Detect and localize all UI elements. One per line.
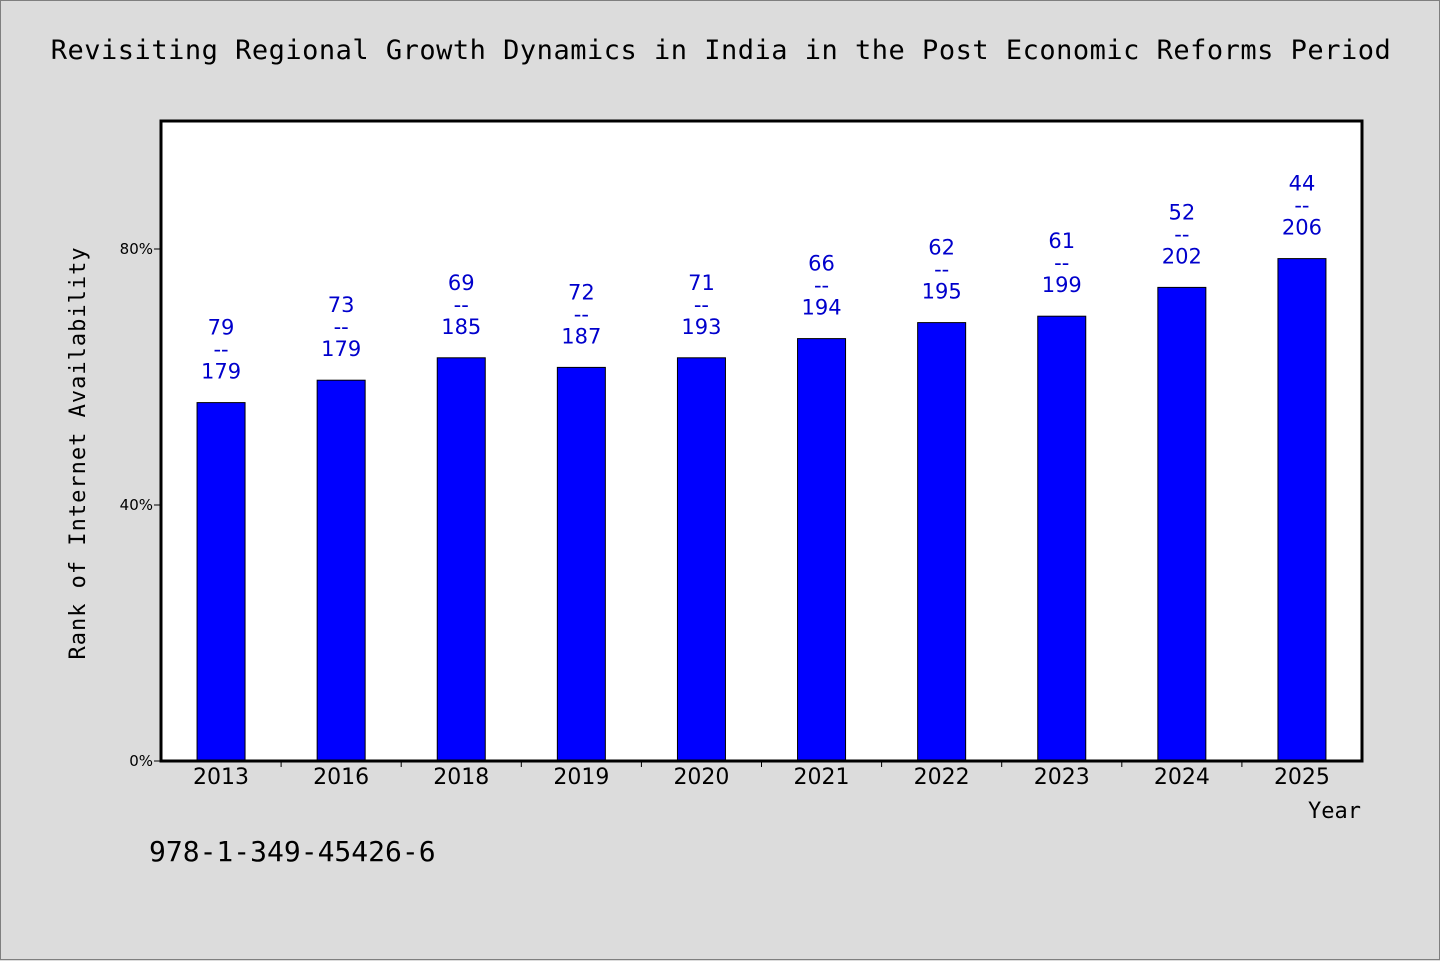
data-label-separator: -- (574, 302, 589, 326)
x-tick-label: 2022 (914, 765, 970, 790)
bar (196, 402, 246, 762)
x-tick-label: 2019 (553, 765, 609, 790)
bar (436, 357, 486, 762)
data-label: 61 (1048, 229, 1075, 253)
x-tick-label: 2018 (433, 765, 489, 790)
y-tick-label: 80% (120, 240, 153, 258)
data-label: 52 (1168, 200, 1195, 224)
x-tick-label: 2013 (193, 765, 249, 790)
bars-layer (196, 258, 1327, 762)
data-label: 73 (328, 293, 355, 317)
bar (917, 322, 967, 762)
x-tick-label: 2016 (313, 765, 369, 790)
data-label-separator: -- (1174, 222, 1189, 246)
x-tick-label: 2023 (1034, 765, 1090, 790)
data-label: 185 (441, 315, 481, 339)
y-tick-label: 0% (129, 752, 153, 770)
x-tick-label: 2020 (673, 765, 729, 790)
data-label: 66 (808, 252, 835, 276)
data-label-separator: -- (1294, 194, 1309, 218)
isbn-label: 978-1-349-45426-6 (149, 835, 436, 868)
data-label: 62 (928, 236, 955, 260)
bar (1037, 315, 1087, 762)
bar (676, 357, 726, 762)
data-label: 193 (681, 315, 721, 339)
annotations-layer: 79--17973--17969--18572--18771--19366--1… (201, 172, 1322, 384)
data-label: 179 (321, 337, 361, 361)
y-tick-label: 40% (120, 496, 153, 514)
y-axis: 0% 40% 80% (120, 240, 161, 770)
data-label: 69 (448, 271, 475, 295)
data-label-separator: -- (1054, 251, 1069, 275)
data-label: 194 (802, 296, 842, 320)
x-axis: 2013 2016 2018 2019 2020 2021 2022 2023 2024 2025 (193, 761, 1330, 790)
data-label-separator: -- (694, 293, 709, 317)
bar (797, 338, 847, 762)
data-label: 195 (922, 280, 962, 304)
chart-title: Revisiting Regional Growth Dynamics in I… (50, 35, 1392, 66)
data-label: 71 (688, 271, 715, 295)
bar (1277, 258, 1327, 762)
data-label: 179 (201, 360, 241, 384)
data-label: 187 (561, 324, 601, 348)
y-axis-label: Rank of Internet Availability (66, 246, 91, 659)
data-label: 79 (208, 316, 235, 340)
data-label-separator: -- (334, 315, 349, 339)
data-label: 206 (1282, 216, 1322, 240)
x-tick-label: 2021 (794, 765, 850, 790)
data-label-separator: -- (213, 338, 228, 362)
data-label: 202 (1162, 244, 1202, 268)
bar (556, 366, 606, 762)
data-label: 199 (1042, 273, 1082, 297)
bar (1157, 286, 1207, 762)
data-label: 44 (1289, 172, 1316, 196)
x-axis-label: Year (1308, 799, 1361, 824)
x-tick-label: 2025 (1274, 765, 1330, 790)
data-label-separator: -- (814, 274, 829, 298)
data-label: 72 (568, 280, 595, 304)
bar (316, 379, 366, 762)
data-label-separator: -- (454, 293, 469, 317)
data-label-separator: -- (934, 258, 949, 282)
x-tick-label: 2024 (1154, 765, 1210, 790)
